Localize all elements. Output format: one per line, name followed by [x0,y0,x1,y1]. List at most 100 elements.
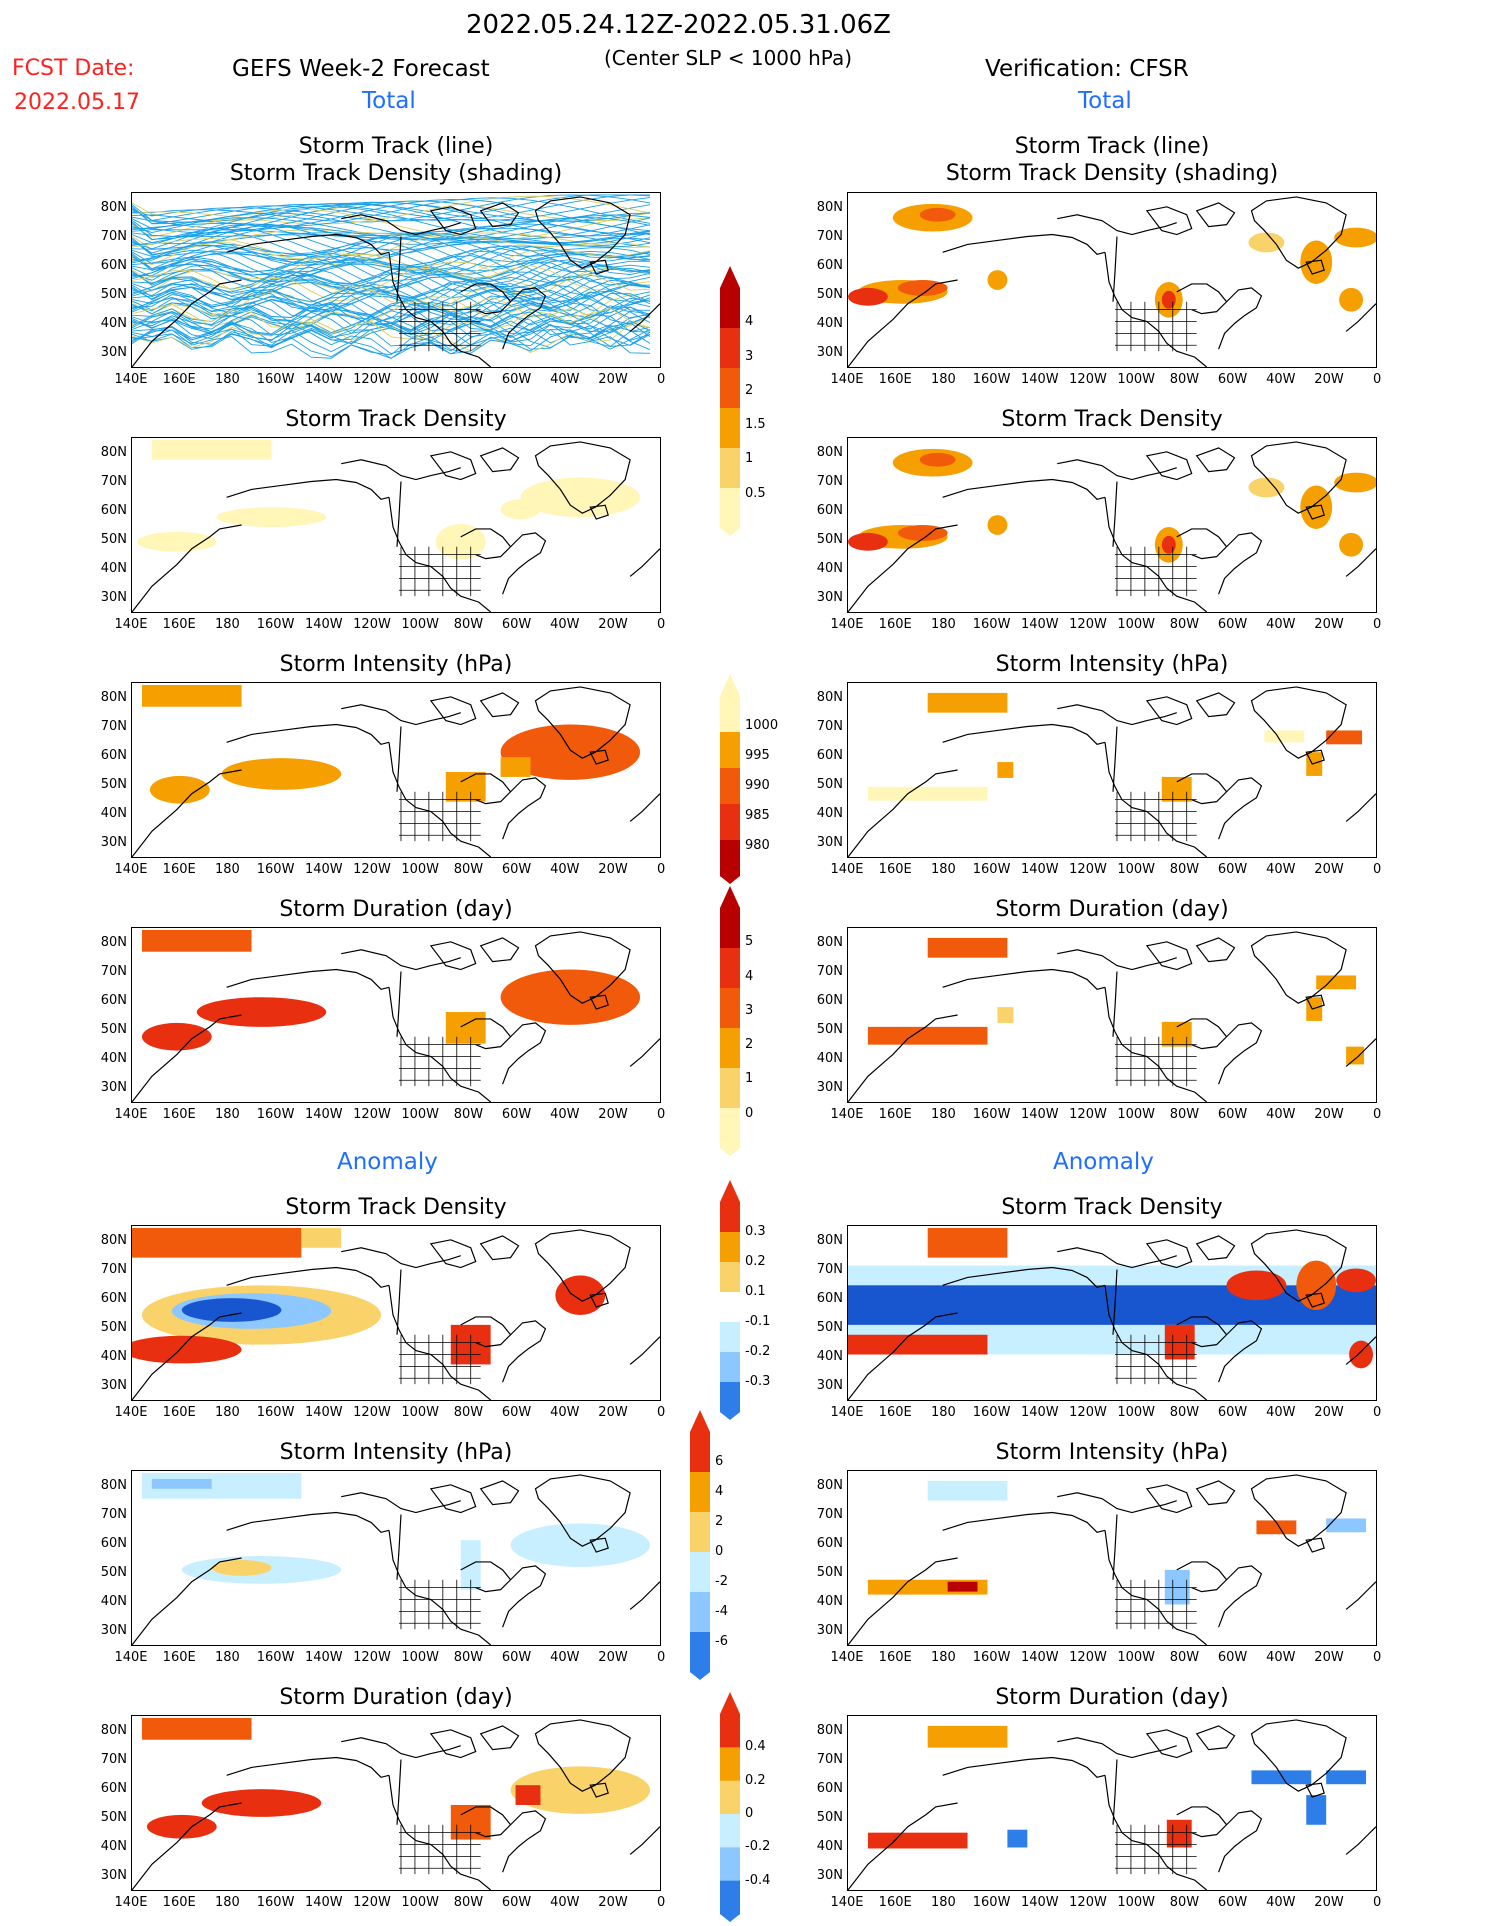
latitude-tick-label: 60N [816,748,843,763]
longitude-tick-label: 60W [1217,1405,1248,1420]
colorbar-tick-label: -0.3 [745,1374,771,1389]
longitude-tick-label: 80W [453,617,484,632]
latitude-tick-label: 50N [100,532,127,547]
longitude-tick-label: 140E [114,617,148,632]
latitude-tick-label: 70N [100,1262,127,1277]
longitude-tick-label: 120W [1069,372,1107,387]
longitude-tick-label: 40W [550,1650,580,1665]
longitude-tick-label: 140E [830,862,864,877]
longitude-tick-label: 160E [162,1895,196,1910]
colorbar-tick-label: 1 [745,1071,754,1087]
colorbar-tick-label: 2 [745,1037,754,1053]
longitude-tick-label: 0 [1373,1650,1382,1665]
longitude-tick-label: 140E [830,617,864,632]
left-map-panel-3 [131,682,661,858]
longitude-tick-label: 80W [453,862,484,877]
latitude-tick-label: 30N [816,1868,843,1883]
longitude-tick-label: 0 [1373,372,1382,387]
right-map-panel-2 [847,437,1377,613]
right-map-panel-3 [847,682,1377,858]
left-map-panel-1 [131,192,661,368]
right-map-panel-7 [847,1715,1377,1891]
longitude-tick-label: 20W [598,1405,628,1420]
latitude-tick-label: 60N [100,993,127,1008]
shading-field [136,439,641,560]
longitude-tick-label: 60W [501,1405,532,1420]
colorbar-tick-label: 0.2 [745,1254,766,1269]
longitude-tick-label: 160W [972,1895,1011,1910]
latitude-tick-label: 40N [100,561,127,576]
right-panel-6-title-1: Storm Intensity (hPa) [995,1440,1229,1465]
latitude-tick-label: 70N [100,474,127,489]
longitude-tick-label: 160E [162,372,196,387]
latitude-tick-label: 80N [816,1233,843,1248]
longitude-tick-label: 80W [1169,372,1200,387]
longitude-tick-label: 160W [972,1405,1011,1420]
shading-field [867,1480,1367,1605]
colorbar-tick-label: 2 [715,1514,724,1529]
longitude-tick-label: 120W [353,1650,391,1665]
colorbar-tick-label: 985 [745,808,770,823]
longitude-tick-label: 0 [1373,617,1382,632]
latitude-tick-label: 30N [816,590,843,605]
latitude-tick-label: 70N [100,1507,127,1522]
longitude-tick-label: 120W [1069,1895,1107,1910]
longitude-tick-label: 20W [598,617,628,632]
verification-title: Verification: CFSR [985,56,1189,82]
latitude-tick-label: 30N [100,1378,127,1393]
left-panel-3-title-1: Storm Intensity (hPa) [279,652,513,677]
longitude-tick-label: 140W [1020,1107,1059,1122]
colorbar-tick-label: 0.5 [745,485,766,501]
longitude-tick-label: 80W [1169,1895,1200,1910]
longitude-tick-label: 60W [501,1895,532,1910]
latitude-tick-label: 40N [100,316,127,331]
longitude-tick-label: 40W [1266,1405,1296,1420]
total-intensity-colorbar [720,674,740,884]
latitude-tick-label: 80N [100,1723,127,1738]
colorbar-tick-label: -0.4 [745,1872,771,1888]
coastline-outline [132,1719,660,1890]
colorbar-tick-label: 3 [745,348,754,364]
latitude-tick-label: 50N [100,1810,127,1825]
colorbar-tick-label: 1.5 [745,417,766,433]
longitude-tick-label: 20W [598,1895,628,1910]
longitude-tick-label: 140E [830,1107,864,1122]
latitude-tick-label: 70N [816,1507,843,1522]
latitude-tick-label: 70N [816,719,843,734]
longitude-tick-label: 120W [353,372,391,387]
longitude-tick-label: 180 [930,1405,956,1420]
left-panel-1-title-2: Storm Track Density (shading) [229,161,563,186]
shading-field [141,929,641,1051]
longitude-tick-label: 60W [1217,862,1248,877]
latitude-tick-label: 50N [100,1022,127,1037]
latitude-tick-label: 40N [816,1839,843,1854]
latitude-tick-label: 80N [100,1233,127,1248]
longitude-tick-label: 160E [162,862,196,877]
shading-field [867,937,1365,1065]
longitude-tick-label: 120W [353,1107,391,1122]
colorbar-tick-label: 1000 [745,718,779,733]
colorbar-tick-label: 0.4 [745,1739,766,1755]
total-duration-colorbar [720,886,740,1156]
longitude-tick-label: 140W [304,372,343,387]
right-panel-1-title-1: Storm Track (line) [1014,134,1210,159]
longitude-tick-label: 100W [1117,862,1156,877]
coastline-outline [132,196,660,367]
latitude-tick-label: 80N [816,1478,843,1493]
longitude-tick-label: 180 [214,372,240,387]
shading-field [141,684,641,804]
latitude-tick-label: 70N [100,1752,127,1767]
longitude-tick-label: 0 [657,1895,666,1910]
longitude-tick-label: 120W [353,862,391,877]
shading-field [867,1725,1367,1849]
longitude-tick-label: 180 [930,1107,956,1122]
longitude-tick-label: 160W [256,1107,295,1122]
shading-field [848,203,1376,318]
latitude-tick-label: 50N [100,777,127,792]
latitude-tick-label: 60N [100,258,127,273]
longitude-tick-label: 0 [1373,862,1382,877]
latitude-tick-label: 50N [816,1320,843,1335]
latitude-tick-label: 50N [100,1320,127,1335]
left-panel-2-title-1: Storm Track Density [285,407,507,432]
latitude-tick-label: 30N [816,1623,843,1638]
